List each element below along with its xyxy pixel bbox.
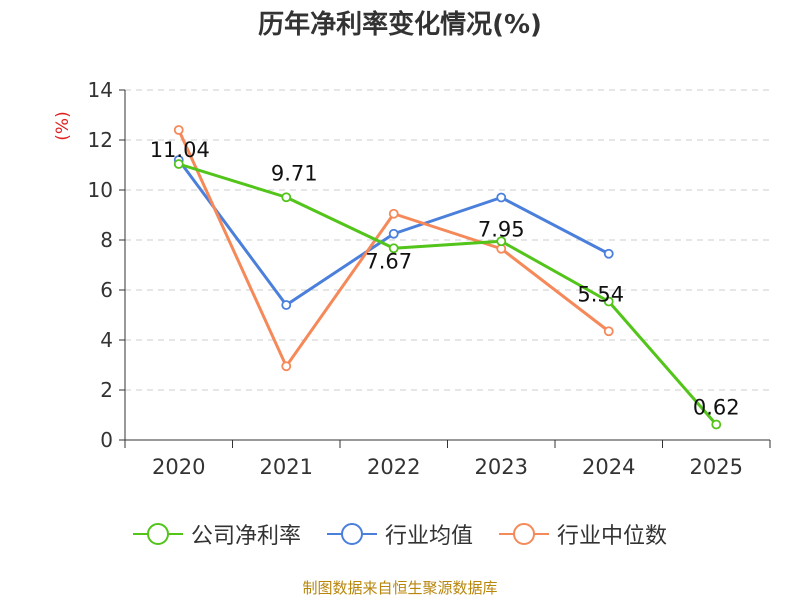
- y-tick-label: 6: [100, 278, 113, 302]
- data-point: [603, 296, 614, 307]
- data-point: [173, 159, 184, 169]
- x-tick-label: 2021: [260, 455, 313, 479]
- legend: 公司净利率 行业均值 行业中位数: [0, 518, 800, 550]
- y-tick-label: 4: [100, 328, 113, 352]
- data-point: [603, 326, 614, 337]
- x-tick-label: 2025: [690, 455, 743, 479]
- data-point: [173, 125, 184, 135]
- chart-title: 历年净利率变化情况(%): [258, 10, 542, 40]
- data-point: [388, 228, 399, 239]
- y-tick-label: 12: [88, 128, 113, 152]
- axes: [124, 90, 770, 441]
- y-tick-label: 2: [100, 378, 113, 402]
- data-label: 5.54: [577, 283, 624, 307]
- data-point: [281, 300, 292, 310]
- series-2: [173, 125, 614, 372]
- y-tick-label: 8: [100, 228, 113, 252]
- legend-swatch: [326, 523, 377, 545]
- series-1: [173, 155, 614, 310]
- x-tick-label: 2024: [582, 455, 635, 479]
- y-tick-label: 10: [88, 178, 113, 202]
- legend-swatch: [132, 523, 183, 545]
- y-tick-label: 14: [88, 78, 113, 102]
- data-point: [388, 243, 399, 254]
- data-point: [603, 248, 614, 259]
- x-tick-label: 2022: [367, 455, 420, 479]
- source-note: 制图数据来自恒生聚源数据库: [302, 579, 498, 597]
- legend-label: 公司净利率: [190, 524, 301, 549]
- data-point: [711, 419, 722, 430]
- tick-labels: 0 2 4 6 8 10 12 14 2020 2021 2022 2023 2024 2025: [88, 78, 771, 479]
- legend-swatch: [499, 523, 549, 545]
- x-tick-label: 2023: [475, 455, 528, 479]
- data-point: [388, 208, 399, 219]
- legend-item-2[interactable]: 行业中位数: [499, 518, 667, 550]
- x-tick-label: 2020: [152, 455, 205, 479]
- y-axis-title: (%): [53, 111, 73, 140]
- data-label: 0.62: [693, 396, 740, 420]
- data-label: 11.04: [150, 138, 210, 162]
- y-tick-label: 0: [100, 428, 113, 452]
- grid-lines: [125, 89, 770, 391]
- data-labels: 11.04 9.71 7.67 7.95 5.54 0.62: [150, 138, 740, 420]
- legend-label: 行业中位数: [557, 524, 668, 549]
- data-label: 7.67: [365, 249, 412, 273]
- series-line: [178, 162, 718, 426]
- data-label: 7.95: [478, 217, 525, 241]
- data-point: [281, 361, 292, 372]
- data-point: [496, 236, 507, 247]
- series-0: [173, 159, 722, 430]
- series: [173, 125, 722, 430]
- data-point: [281, 192, 292, 203]
- data-point: [496, 192, 507, 203]
- legend-item-0[interactable]: 公司净利率: [132, 518, 301, 550]
- legend-item-1[interactable]: 行业均值: [326, 518, 473, 550]
- legend-label: 行业均值: [384, 524, 473, 549]
- data-label: 9.71: [271, 161, 318, 185]
